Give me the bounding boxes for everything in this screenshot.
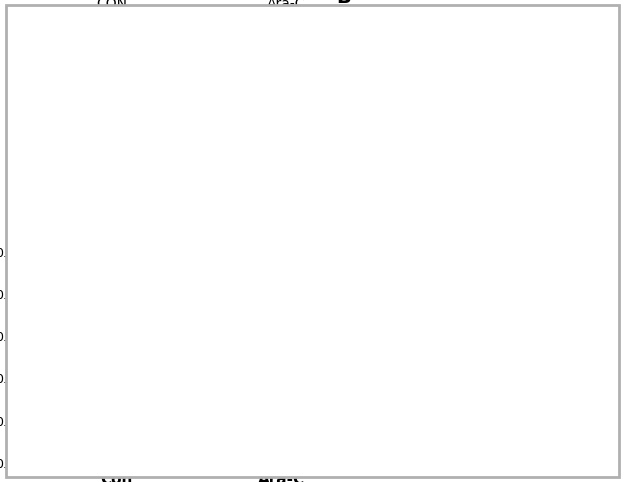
- Ellipse shape: [316, 52, 354, 120]
- Ellipse shape: [450, 177, 488, 219]
- Ellipse shape: [208, 135, 239, 151]
- Ellipse shape: [288, 135, 319, 151]
- Bar: [75, 274, 158, 463]
- Ellipse shape: [288, 52, 326, 120]
- Ellipse shape: [44, 45, 110, 140]
- Ellipse shape: [127, 130, 187, 153]
- Ellipse shape: [48, 130, 107, 153]
- Ellipse shape: [79, 135, 110, 151]
- Ellipse shape: [208, 52, 246, 120]
- Ellipse shape: [242, 135, 274, 151]
- Ellipse shape: [421, 43, 572, 174]
- Ellipse shape: [236, 52, 274, 120]
- Ellipse shape: [208, 45, 274, 140]
- Ellipse shape: [421, 270, 572, 402]
- Text: CON: CON: [96, 0, 128, 11]
- Ellipse shape: [425, 46, 568, 120]
- Ellipse shape: [302, 67, 319, 80]
- Ellipse shape: [208, 50, 274, 148]
- Ellipse shape: [288, 45, 354, 140]
- Ellipse shape: [399, 57, 467, 152]
- Ellipse shape: [447, 291, 479, 329]
- Ellipse shape: [288, 50, 354, 148]
- Text: CON: CON: [342, 115, 356, 145]
- Ellipse shape: [399, 284, 467, 379]
- Ellipse shape: [138, 67, 156, 80]
- Ellipse shape: [44, 52, 82, 120]
- Ellipse shape: [425, 273, 568, 347]
- Text: Ara-C: Ara-C: [342, 337, 356, 376]
- Text: Ara-C: Ara-C: [267, 0, 305, 11]
- Ellipse shape: [44, 50, 110, 148]
- Ellipse shape: [152, 52, 190, 120]
- Ellipse shape: [124, 50, 190, 148]
- Ellipse shape: [291, 130, 351, 153]
- Bar: [412, 45, 585, 173]
- Text: A: A: [0, 0, 12, 1]
- Ellipse shape: [450, 403, 488, 446]
- Bar: [412, 272, 585, 399]
- Bar: [241, 286, 323, 463]
- Ellipse shape: [72, 52, 110, 120]
- Ellipse shape: [510, 62, 584, 164]
- Ellipse shape: [222, 67, 239, 80]
- Ellipse shape: [58, 67, 76, 80]
- Ellipse shape: [124, 45, 190, 140]
- Ellipse shape: [322, 135, 354, 151]
- Text: *: *: [194, 229, 204, 249]
- Ellipse shape: [124, 135, 156, 151]
- Ellipse shape: [159, 135, 190, 151]
- Ellipse shape: [211, 130, 271, 153]
- Text: B: B: [336, 0, 351, 7]
- Ellipse shape: [510, 289, 584, 391]
- Ellipse shape: [492, 138, 572, 206]
- Ellipse shape: [44, 135, 76, 151]
- Ellipse shape: [492, 365, 572, 433]
- Ellipse shape: [447, 65, 479, 103]
- Ellipse shape: [124, 52, 162, 120]
